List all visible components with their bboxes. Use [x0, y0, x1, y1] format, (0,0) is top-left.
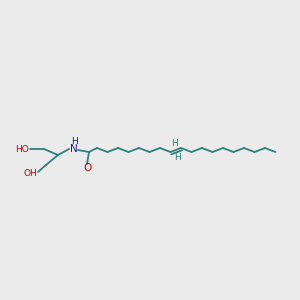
Text: H: H	[70, 137, 77, 146]
Text: N: N	[70, 144, 78, 154]
Text: O: O	[83, 163, 91, 173]
Text: HO: HO	[15, 145, 29, 154]
Text: H: H	[171, 139, 178, 148]
Text: H: H	[174, 152, 181, 161]
Text: OH: OH	[23, 169, 37, 178]
